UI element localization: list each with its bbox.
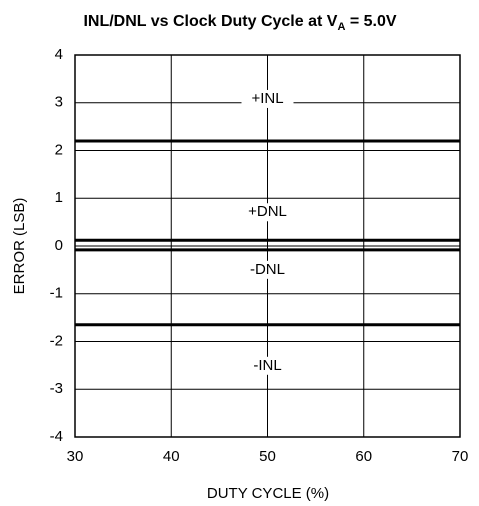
series-label: -DNL	[250, 261, 285, 278]
x-axis-label: DUTY CYCLE (%)	[207, 485, 329, 502]
title-part: INL/DNL vs Clock Duty Cycle at V	[83, 13, 337, 30]
x-tick-label: 40	[163, 448, 180, 465]
title-subscript: A	[337, 21, 345, 33]
y-tick-label: 2	[55, 141, 63, 158]
label-background	[241, 356, 294, 375]
y-tick-label: 3	[55, 94, 63, 111]
x-tick-label: 60	[355, 448, 372, 465]
series-label: +INL	[251, 90, 283, 107]
y-tick-label: 4	[55, 46, 63, 63]
y-tick-label: 0	[55, 237, 63, 254]
y-tick-label: -2	[50, 332, 63, 349]
chart-title: INL/DNL vs Clock Duty Cycle at VA = 5.0V	[83, 13, 396, 33]
x-tick-label: 70	[452, 448, 469, 465]
label-background	[241, 260, 294, 279]
y-axis-label: ERROR (LSB)	[11, 198, 28, 295]
label-background	[241, 89, 294, 108]
x-tick-label: 50	[259, 448, 276, 465]
y-tick-label: -4	[50, 428, 63, 445]
y-tick-label: -3	[50, 380, 63, 397]
y-tick-label: 1	[55, 189, 63, 206]
plot-frame	[74, 54, 461, 438]
x-tick-label: 30	[67, 448, 84, 465]
series-label: +DNL	[248, 203, 287, 220]
label-background	[241, 203, 294, 222]
title-part: = 5.0V	[345, 13, 396, 30]
y-tick-label: -1	[50, 285, 63, 302]
series-label: -INL	[253, 357, 281, 374]
